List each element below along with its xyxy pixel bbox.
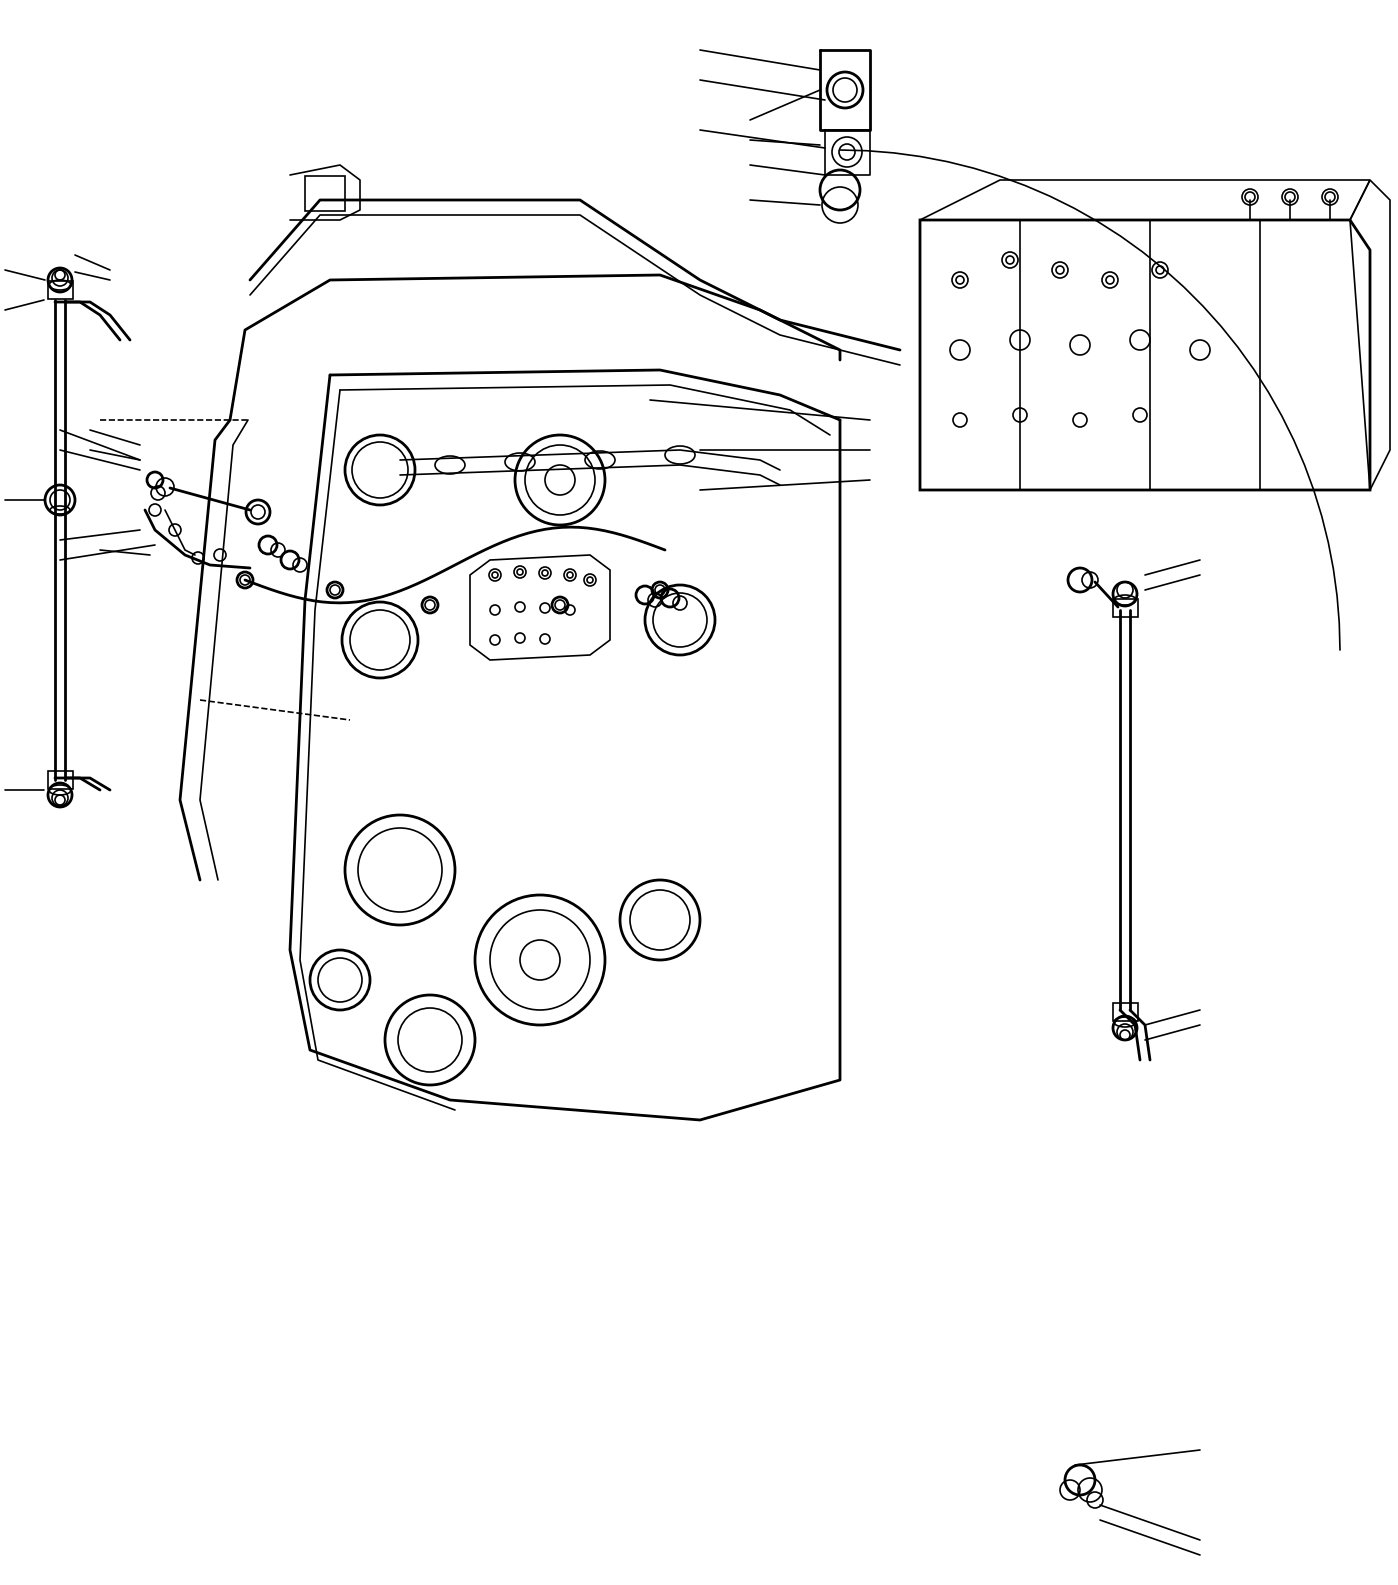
Bar	[1113, 1003, 1138, 1021]
Circle shape	[1055, 266, 1064, 274]
Circle shape	[568, 572, 573, 579]
Circle shape	[542, 571, 548, 575]
Circle shape	[587, 577, 593, 583]
Circle shape	[1156, 266, 1165, 274]
Bar	[48, 770, 73, 789]
Bar	[48, 281, 73, 300]
Circle shape	[956, 276, 965, 284]
Circle shape	[1007, 257, 1014, 265]
Bar	[305, 176, 345, 211]
Circle shape	[1106, 276, 1114, 284]
Circle shape	[492, 572, 498, 579]
Bar	[1113, 599, 1138, 617]
Circle shape	[517, 569, 523, 575]
